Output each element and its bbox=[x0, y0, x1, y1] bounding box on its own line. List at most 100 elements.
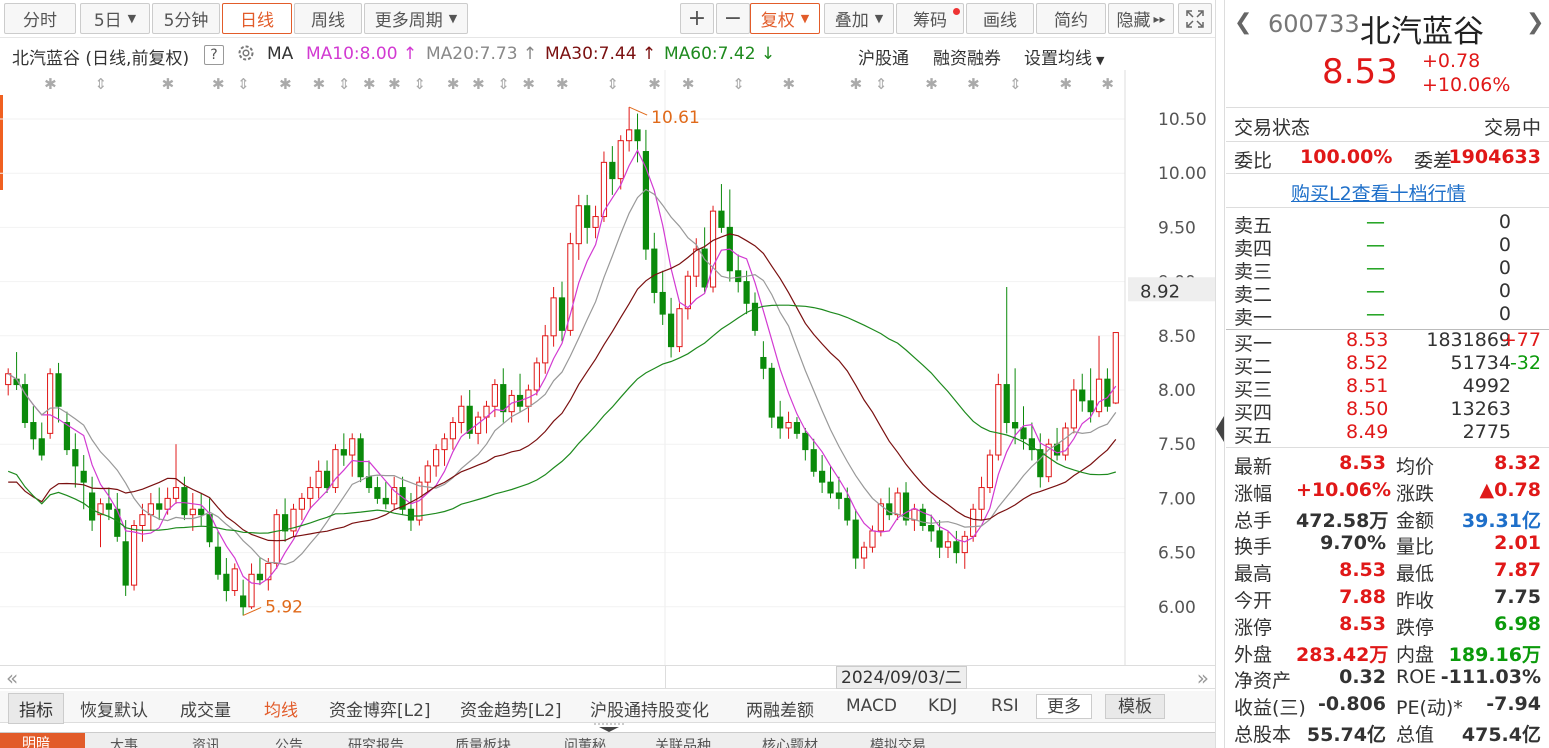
period-tab-5min[interactable]: 5分钟 bbox=[152, 3, 220, 34]
bottom-tab-6[interactable]: 问董秘 bbox=[564, 738, 606, 748]
candlestick-chart[interactable]: 10.5010.009.509.008.508.007.507.006.506.… bbox=[0, 70, 1215, 690]
separator bbox=[1226, 329, 1549, 330]
stat-label: 总手 bbox=[1234, 509, 1273, 532]
price-tick-label: 8.00 bbox=[1158, 381, 1196, 401]
indicator-tab-fund-game[interactable]: 资金博弈[L2] bbox=[329, 701, 431, 721]
status-label: 交易状态 bbox=[1234, 117, 1311, 139]
bottom-tab-8[interactable]: 核心题材 bbox=[762, 738, 818, 748]
candle-body bbox=[89, 492, 96, 521]
ma-label: MA bbox=[267, 44, 294, 64]
candle-body bbox=[659, 291, 666, 315]
link-set-ma[interactable]: 设置均线 ▼ bbox=[1024, 49, 1105, 69]
buy-l2-link[interactable]: 购买L2查看十档行情 bbox=[1291, 183, 1466, 205]
fullscreen-button[interactable] bbox=[1178, 3, 1212, 34]
bottom-tab-0[interactable]: 明暗 bbox=[0, 733, 85, 748]
event-marker-icon: ⇕ bbox=[237, 75, 250, 93]
indicator-tab-template[interactable]: 模板 bbox=[1105, 694, 1165, 719]
sell-level-volume: 0 bbox=[1498, 280, 1511, 302]
bottom-tab-2[interactable]: 资讯 bbox=[192, 738, 220, 748]
stat-label: 收益(三) bbox=[1234, 697, 1306, 720]
collapse-arrow-icon[interactable] bbox=[1216, 416, 1224, 442]
indicator-tab-reset[interactable]: 恢复默认 bbox=[80, 701, 148, 721]
simple-mode-button[interactable]: 简约 bbox=[1036, 3, 1106, 34]
indicator-tab-fund-trend[interactable]: 资金趋势[L2] bbox=[460, 701, 562, 721]
scroll-right-icon[interactable]: » bbox=[1196, 666, 1209, 690]
indicator-tab-rsi[interactable]: RSI bbox=[991, 696, 1019, 716]
stat-value: 283.42万 bbox=[1296, 643, 1389, 666]
buy-level-row[interactable]: 买一 8.53 1831869 +77 bbox=[1226, 329, 1549, 355]
candle-body bbox=[1028, 438, 1035, 451]
indicator-tab-volume[interactable]: 成交量 bbox=[180, 701, 231, 721]
bottom-tab-4[interactable]: 研究报告 bbox=[348, 738, 404, 748]
wei-bi-label: 委比 bbox=[1234, 150, 1273, 172]
event-marker-icon: ⇕ bbox=[875, 75, 888, 93]
price-tick-label: 8.50 bbox=[1158, 327, 1196, 347]
link-margin-trading[interactable]: 融资融券 bbox=[933, 49, 1001, 69]
zoom-in-button[interactable]: + bbox=[680, 3, 714, 34]
settings-gear-icon[interactable] bbox=[236, 43, 256, 68]
indicator-tab-macd[interactable]: MACD bbox=[846, 696, 897, 716]
indicator-tab-indicator[interactable]: 指标 bbox=[8, 693, 64, 724]
active-indicator-mark bbox=[0, 95, 3, 190]
candle-body bbox=[1020, 427, 1027, 440]
sell-level-row[interactable]: 卖五 — 0 bbox=[1226, 211, 1549, 237]
bottom-tab-1[interactable]: 大事 bbox=[110, 738, 138, 748]
separator bbox=[1226, 207, 1549, 208]
sell-level-row[interactable]: 卖三 — 0 bbox=[1226, 257, 1549, 283]
candle-body bbox=[491, 384, 498, 407]
resize-grip-icon[interactable] bbox=[592, 722, 626, 732]
zoom-out-button[interactable]: − bbox=[716, 3, 750, 34]
panel-divider[interactable] bbox=[1215, 0, 1225, 748]
bottom-tab-7[interactable]: 关联品种 bbox=[655, 738, 711, 748]
candle-body bbox=[449, 422, 457, 440]
notification-dot bbox=[953, 8, 960, 15]
buy-level-row[interactable]: 买四 8.50 13263 bbox=[1226, 398, 1549, 424]
period-tab-weekly[interactable]: 周线 bbox=[294, 3, 362, 34]
candle-body bbox=[550, 297, 557, 337]
help-icon[interactable]: ? bbox=[204, 45, 224, 65]
scroll-left-icon[interactable]: « bbox=[6, 666, 19, 690]
candle-body bbox=[869, 530, 876, 548]
next-stock-icon[interactable]: ❯ bbox=[1526, 10, 1545, 35]
hide-button[interactable]: 隐藏 ▸▸ bbox=[1108, 3, 1174, 34]
stat-label: 外盘 bbox=[1234, 643, 1273, 666]
bottom-tab-5[interactable]: 质量板块 bbox=[455, 738, 511, 748]
prev-stock-icon[interactable]: ❮ bbox=[1234, 10, 1253, 35]
candle-body bbox=[1079, 389, 1086, 402]
bottom-tab-9[interactable]: 模拟交易 bbox=[870, 738, 926, 748]
candle-body bbox=[768, 367, 775, 418]
candle-body bbox=[156, 503, 163, 510]
scroll-divider bbox=[665, 666, 666, 689]
candle-body bbox=[231, 568, 238, 592]
period-tab-daily[interactable]: 日线 bbox=[222, 3, 292, 34]
candle-body bbox=[626, 129, 633, 142]
event-marker-icon: ✱ bbox=[44, 75, 57, 93]
draw-button[interactable]: 画线 bbox=[966, 3, 1034, 34]
chart-scrollbar[interactable]: « 2024/09/03/二 » bbox=[0, 665, 1215, 690]
indicator-tab-more[interactable]: 更多 bbox=[1036, 694, 1092, 719]
indicator-tab-hk-holding[interactable]: 沪股通持股变化 bbox=[590, 701, 709, 721]
grid bbox=[0, 70, 1215, 665]
indicator-tab-kdj[interactable]: KDJ bbox=[928, 696, 958, 716]
sell-level-row[interactable]: 卖四 — 0 bbox=[1226, 234, 1549, 260]
period-tab-fenshi[interactable]: 分时 bbox=[4, 3, 76, 34]
link-hk-connect[interactable]: 沪股通 bbox=[858, 49, 909, 69]
chips-button[interactable]: 筹码 bbox=[896, 3, 964, 34]
buy-level-row[interactable]: 买五 8.49 2775 bbox=[1226, 421, 1549, 447]
period-tab-more[interactable]: 更多周期 ▼ bbox=[364, 3, 468, 34]
buy-level-row[interactable]: 买三 8.51 4992 bbox=[1226, 375, 1549, 401]
stat-label: ROE bbox=[1396, 666, 1437, 689]
indicator-tab-margin-diff[interactable]: 两融差额 bbox=[746, 701, 814, 721]
candle-body bbox=[877, 503, 884, 532]
candle-body bbox=[1012, 422, 1019, 429]
sell-level-volume: 0 bbox=[1498, 257, 1511, 279]
indicator-tab-ma[interactable]: 均线 bbox=[264, 701, 298, 721]
stat-row: 今开 7.88 昨收 7.75 bbox=[1226, 586, 1549, 612]
bottom-tab-3[interactable]: 公告 bbox=[275, 738, 303, 748]
adjust-price-button[interactable]: 复权 ▼ bbox=[750, 3, 820, 34]
buy-level-row[interactable]: 买二 8.52 51734 -32 bbox=[1226, 352, 1549, 378]
sell-level-row[interactable]: 卖二 — 0 bbox=[1226, 280, 1549, 306]
overlay-button[interactable]: 叠加 ▼ bbox=[824, 3, 894, 34]
sell-level-row[interactable]: 卖一 — 0 bbox=[1226, 303, 1549, 329]
period-tab-5day[interactable]: 5日 ▼ bbox=[80, 3, 150, 34]
